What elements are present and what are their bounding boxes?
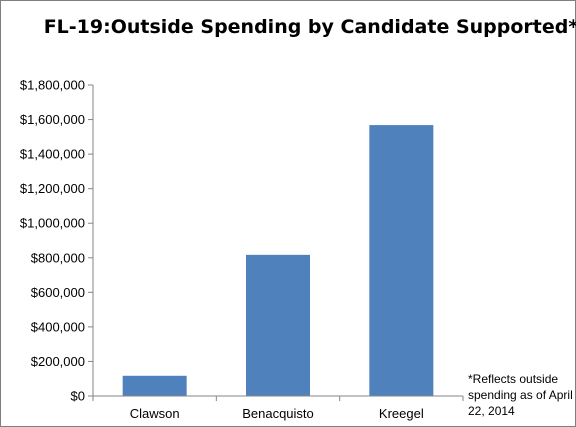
bar-benacquisto	[246, 254, 310, 396]
chart-title: FL-19:Outside Spending by Candidate Supp…	[43, 16, 576, 38]
bar-clawson	[122, 375, 187, 396]
y-tick-label: $1,400,000	[20, 147, 85, 162]
bar-kreegel	[369, 125, 434, 396]
y-tick-label: $1,200,000	[20, 181, 85, 196]
y-tick-label: $1,000,000	[20, 216, 85, 231]
y-tick-label: $1,800,000	[20, 78, 85, 93]
x-axis: Clawson Benacquisto Kreegel	[92, 395, 464, 421]
x-tick-label: Kreegel	[379, 406, 424, 421]
y-tick-label: $0	[71, 389, 85, 404]
y-tick-label: $800,000	[31, 250, 85, 265]
x-tick-label: Clawson	[130, 406, 180, 421]
y-tick-label: $400,000	[31, 319, 85, 334]
y-tick-label: $600,000	[31, 285, 85, 300]
y-tick-label: $1,600,000	[20, 112, 85, 127]
y-axis: $0 $200,000 $400,000 $600,000 $800,000 $1,000…	[20, 78, 94, 404]
footnote: *Reflects outside spending as of April 2…	[468, 372, 573, 418]
x-tick-label: Benacquisto	[242, 406, 314, 421]
bars	[122, 125, 434, 396]
y-tick-label: $200,000	[31, 354, 85, 369]
